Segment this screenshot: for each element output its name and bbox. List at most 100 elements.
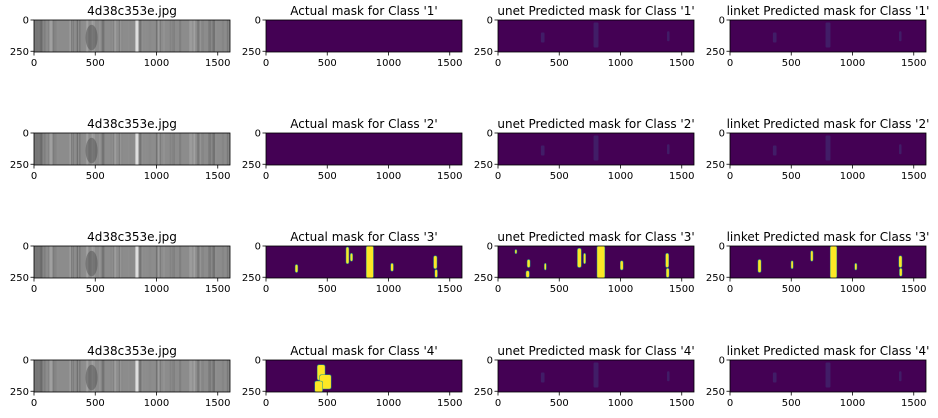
- photo-streak: [118, 20, 120, 52]
- photo-streak: [72, 246, 74, 278]
- x-tick-label: 1500: [901, 171, 926, 182]
- photo-streak: [157, 20, 160, 52]
- photo-streak: [212, 360, 216, 392]
- photo-streak: [199, 246, 201, 278]
- y-tick-label: 250: [706, 273, 725, 284]
- y-tick-label: 0: [719, 129, 725, 140]
- photo-streak: [155, 133, 157, 165]
- photo-streak: [69, 20, 72, 52]
- x-tick-label: 0: [727, 284, 733, 295]
- mask-background: [730, 20, 926, 52]
- photo-streak: [40, 360, 41, 392]
- photo-streak: [82, 360, 86, 392]
- mask-panel: unet Predicted mask for Class '4' 0 500 100…: [474, 344, 695, 409]
- x-tick-label: 1000: [840, 58, 865, 69]
- photo-streak: [78, 246, 81, 278]
- photo-streak: [211, 360, 213, 392]
- photo-streak: [191, 360, 194, 392]
- photo-streak: [179, 133, 182, 165]
- photo-background: [34, 133, 230, 165]
- photo-streak: [227, 20, 229, 52]
- axes-frame: [729, 132, 927, 166]
- photo-streak: [56, 20, 60, 52]
- photo-streak: [76, 360, 78, 392]
- photo-streak: [212, 133, 216, 165]
- photo-streak: [50, 360, 53, 392]
- x-tick-label: 1500: [205, 58, 230, 69]
- photo-streak: [121, 246, 124, 278]
- photo-streak: [41, 360, 43, 392]
- photo-streak: [72, 360, 74, 392]
- photo-streak: [54, 20, 57, 52]
- photo-streak: [56, 133, 60, 165]
- y-tick-label: 0: [487, 356, 493, 367]
- photo-streak: [197, 246, 200, 278]
- mask-faint-region: [667, 144, 670, 155]
- photo-streak: [192, 246, 196, 278]
- mask-background: [498, 20, 694, 52]
- mask-defect-region: [350, 253, 353, 261]
- photo-streak: [36, 133, 39, 165]
- panel-title: 4d38c353e.jpg: [87, 117, 177, 131]
- mask-defect-region: [315, 381, 323, 392]
- photo-streak: [102, 133, 105, 165]
- photo-streak: [48, 360, 50, 392]
- photo-streak: [56, 246, 60, 278]
- mask-defect-region: [665, 253, 669, 268]
- photo-streak: [114, 246, 117, 278]
- photo-streak: [50, 20, 53, 52]
- mask-faint-region: [540, 372, 545, 383]
- y-tick-label: 0: [23, 356, 29, 367]
- photo-streak: [141, 246, 144, 278]
- mask-panel: Actual mask for Class '3'0 500 1000 1500025…: [242, 230, 463, 295]
- photo-streak: [214, 20, 217, 52]
- x-tick-label: 1500: [437, 171, 462, 182]
- photo-streak: [110, 360, 112, 392]
- photo-streak: [102, 246, 105, 278]
- mask-faint-region: [593, 362, 599, 388]
- photo-streak: [112, 133, 114, 165]
- mask-defect-region: [390, 263, 394, 271]
- x-tick-label: 0: [31, 171, 37, 182]
- photo-streak: [141, 360, 144, 392]
- mask-defect-region: [346, 247, 349, 264]
- photo-streak: [225, 133, 228, 165]
- photo-streak: [130, 246, 131, 278]
- photo-streak: [148, 20, 152, 52]
- photo-streak: [48, 133, 50, 165]
- photo-streak: [41, 133, 43, 165]
- y-tick-label: 250: [706, 160, 725, 171]
- photo-streak: [157, 360, 160, 392]
- photo-streak: [211, 246, 213, 278]
- y-tick-label: 0: [719, 242, 725, 253]
- photo-streak: [89, 246, 91, 278]
- mask-faint-region: [593, 22, 599, 48]
- axes-frame: [265, 245, 463, 279]
- photo-streak: [199, 20, 201, 52]
- x-tick-label: 1500: [669, 171, 694, 182]
- axes-frame: [729, 19, 927, 53]
- photo-streak: [227, 133, 229, 165]
- photo-streak: [110, 360, 112, 392]
- photo-streak: [221, 133, 225, 165]
- photo-streak: [127, 246, 130, 278]
- photo-streak: [120, 133, 122, 165]
- photo-edge-shade: [34, 20, 42, 52]
- photo-streak: [82, 133, 86, 165]
- mask-panel: Actual mask for Class '1'0 500 1000 1500025…: [242, 4, 463, 69]
- photo-streak: [115, 133, 119, 165]
- axes-frame: [497, 359, 695, 393]
- photo-streak: [197, 133, 200, 165]
- photo-streak: [208, 133, 212, 165]
- y-tick-label: 250: [10, 273, 29, 284]
- photo-streak: [114, 133, 117, 165]
- photo-streak: [139, 20, 143, 52]
- photo-streak: [139, 360, 141, 392]
- mask-faint-region: [667, 31, 670, 42]
- x-tick-label: 1000: [376, 284, 401, 295]
- photo-streak: [72, 133, 74, 165]
- photo-streak: [121, 20, 124, 52]
